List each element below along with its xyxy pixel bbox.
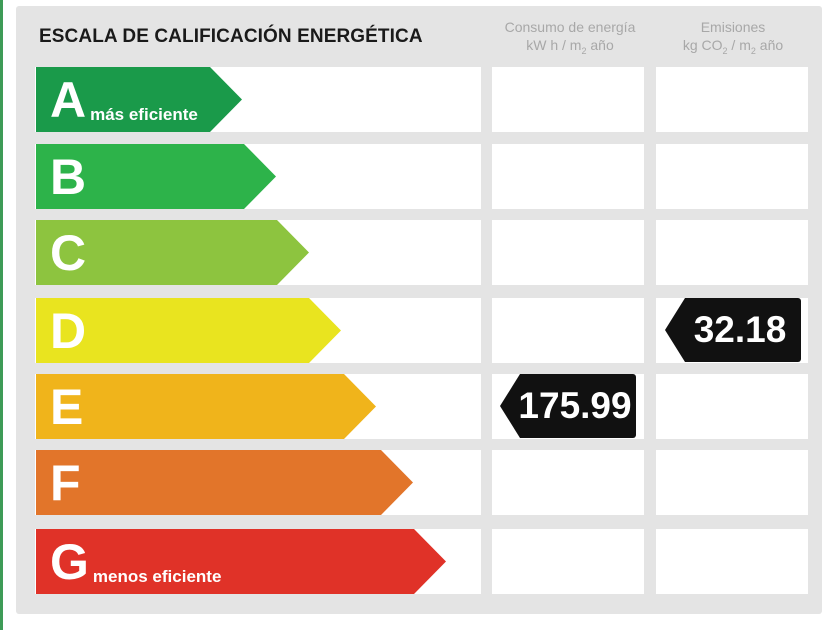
rating-letter: F bbox=[50, 455, 81, 511]
consumo-header-line2: kW h / m2 año bbox=[526, 37, 614, 56]
consumo-cell-a bbox=[492, 67, 644, 132]
rating-letter: B bbox=[50, 149, 87, 205]
rating-arrow-d: D bbox=[36, 298, 341, 363]
rating-arrow-c: C bbox=[36, 220, 309, 285]
rating-caption: más eficiente bbox=[90, 105, 198, 124]
rating-caption: menos eficiente bbox=[92, 567, 222, 586]
emisiones-cell-a bbox=[656, 67, 808, 132]
emisiones-cell-f bbox=[656, 450, 808, 515]
label-title: ESCALA DE CALIFICACIÓN ENERGÉTICA bbox=[39, 26, 423, 47]
emisiones-cell-c bbox=[656, 220, 808, 285]
emisiones-cell-b bbox=[656, 144, 808, 209]
emisiones-cell-g bbox=[656, 529, 808, 594]
emisiones-header-line2: kg CO2 / m2 año bbox=[682, 37, 784, 56]
rating-letter: G bbox=[50, 534, 89, 590]
consumo-cell-f bbox=[492, 450, 644, 515]
consumo-cell-b bbox=[492, 144, 644, 209]
rating-letter: A bbox=[50, 72, 87, 128]
rating-letter: C bbox=[50, 225, 87, 281]
rating-arrow-e: E bbox=[36, 374, 376, 439]
rating-letter: E bbox=[50, 379, 84, 435]
emisiones-header-line1: Emisiones bbox=[700, 19, 766, 35]
consumo-header-line1: Consumo de energía bbox=[504, 19, 636, 35]
left-border bbox=[0, 0, 3, 630]
consumo-cell-c bbox=[492, 220, 644, 285]
emisiones-cell-e bbox=[656, 374, 808, 439]
rating-arrow-b: B bbox=[36, 144, 276, 209]
consumo-cell-d bbox=[492, 298, 644, 363]
emisiones-column-header: Emisiones kg CO2 / m2 año bbox=[652, 18, 814, 60]
rating-letter: D bbox=[50, 303, 87, 359]
consumo-cell-g bbox=[492, 529, 644, 594]
consumo-value-tag: 175.99 bbox=[500, 374, 636, 438]
rating-arrow-f: F bbox=[36, 450, 413, 515]
emisiones-value-tag: 32.18 bbox=[665, 298, 801, 362]
consumo-column-header: Consumo de energía kW h / m2 año bbox=[490, 18, 650, 60]
